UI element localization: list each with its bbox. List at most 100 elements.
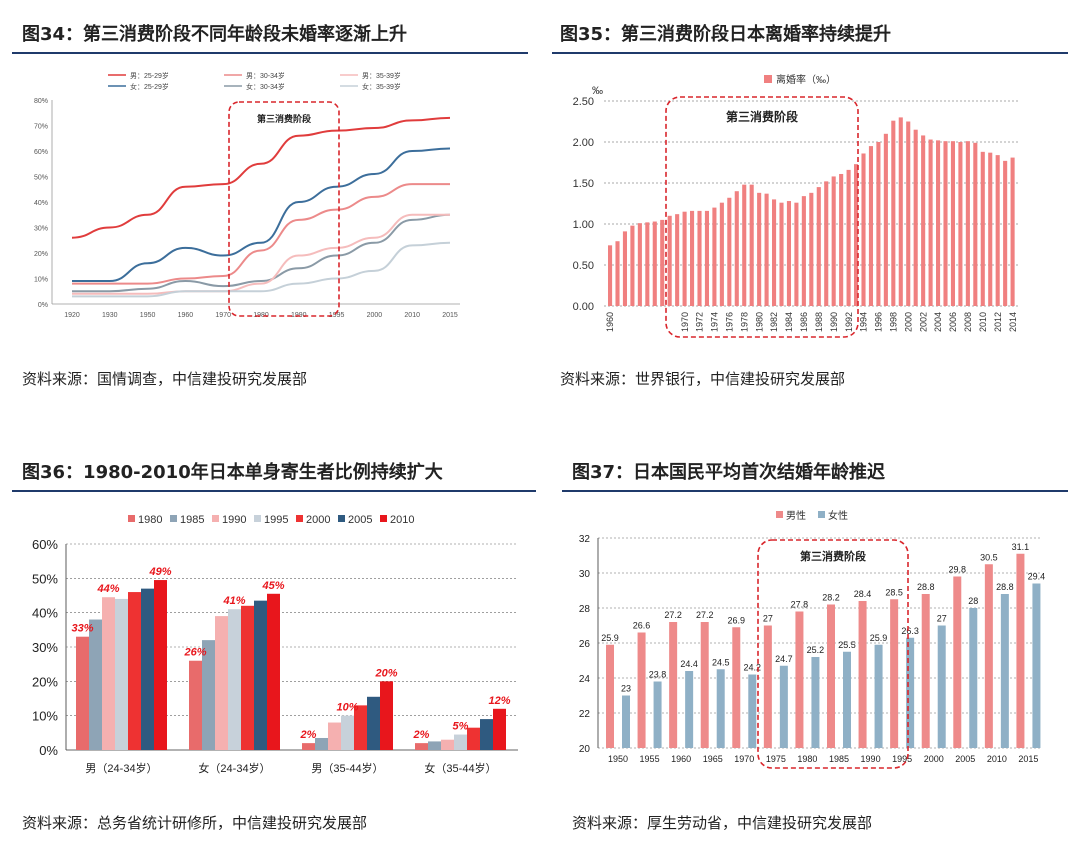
- bar: [824, 181, 829, 306]
- data-label-male: 28.4: [854, 589, 872, 599]
- legend-label: 2000: [306, 514, 330, 526]
- series-line: [72, 213, 450, 295]
- bar: [202, 640, 215, 750]
- x-tick-label: 1978: [739, 312, 749, 332]
- x-tick-label: 1995: [329, 312, 345, 319]
- source-note: 资料来源：总务省统计研修所，中信建投研究发展部: [22, 814, 368, 832]
- bar: [454, 734, 467, 750]
- bar-female: [969, 608, 978, 748]
- data-label: 2%: [413, 729, 430, 741]
- x-tick-label: 1965: [703, 754, 723, 764]
- phase-box: [757, 539, 909, 769]
- y-tick-label: 0%: [38, 302, 48, 309]
- bar-male: [763, 625, 772, 748]
- data-label-male: 27.2: [696, 610, 714, 620]
- data-label: 45%: [261, 580, 284, 592]
- y-tick-label: 20%: [32, 674, 58, 689]
- bar: [675, 214, 680, 306]
- bar: [757, 192, 762, 306]
- data-label: 10%: [336, 702, 358, 714]
- x-tick-label: 2004: [933, 312, 943, 332]
- x-tick-label: 1990: [829, 312, 839, 332]
- x-tick-label: 1972: [695, 312, 705, 332]
- legend-swatch: [380, 515, 387, 522]
- series-line: [72, 183, 450, 285]
- y-tick-label: 20%: [34, 251, 48, 258]
- x-tick-label: 1980: [253, 312, 269, 319]
- y-tick-label: 80%: [34, 98, 48, 105]
- data-label-male: 28.5: [885, 587, 903, 597]
- legend-swatch: [764, 75, 772, 83]
- series-line: [71, 213, 451, 293]
- data-label-female: 24.4: [680, 659, 698, 669]
- y-tick-label: 1.50: [573, 178, 594, 190]
- bar: [712, 207, 717, 306]
- bar: [816, 187, 821, 306]
- x-tick-label: 2000: [367, 312, 383, 319]
- bar-male: [858, 601, 867, 748]
- legend-label: 2010: [390, 514, 414, 526]
- bar: [898, 117, 903, 307]
- bar: [697, 210, 702, 306]
- y-tick-label: 32: [579, 534, 591, 545]
- bar: [315, 737, 328, 750]
- x-tick-label: 2010: [978, 312, 988, 332]
- bar: [779, 202, 784, 306]
- bar: [742, 184, 747, 306]
- data-label-female: 28.8: [996, 582, 1014, 592]
- x-tick-label: 男（35-44岁）: [311, 761, 383, 775]
- data-label-male: 29.8: [949, 565, 967, 575]
- bar: [891, 120, 896, 307]
- bar-female: [653, 681, 662, 748]
- bar: [367, 696, 380, 750]
- data-label-male: 27: [763, 614, 773, 624]
- bar: [965, 141, 970, 306]
- x-tick-label: 1986: [799, 312, 809, 332]
- phase-box-label: 第三消费阶段: [726, 109, 799, 124]
- x-tick-label: 2006: [948, 312, 958, 332]
- bar-female: [906, 637, 915, 748]
- legend-label: 1980: [138, 514, 162, 526]
- bar: [839, 173, 844, 306]
- bar-female: [843, 651, 851, 748]
- bar-male: [637, 632, 646, 748]
- x-tick-label: 1985: [829, 754, 849, 764]
- x-tick-label: 1960: [178, 312, 194, 319]
- bar: [215, 616, 228, 750]
- source-note: 资料来源：世界银行，中信建投研究发展部: [560, 370, 846, 388]
- bar: [615, 241, 620, 306]
- bar: [115, 598, 128, 750]
- phase-box: [665, 96, 859, 338]
- x-tick-label: 1975: [766, 754, 786, 764]
- bar: [328, 722, 341, 750]
- chart-title: 图34：第三消费阶段不同年龄段未婚率逐渐上升: [22, 24, 408, 45]
- bar: [428, 741, 441, 750]
- y-tick-label: 0.50: [573, 260, 594, 272]
- bar: [415, 743, 428, 750]
- bar-female: [685, 671, 694, 748]
- bar: [734, 191, 739, 306]
- bar: [76, 636, 89, 750]
- legend-swatch: [338, 515, 345, 522]
- y-tick-label: 40%: [32, 606, 58, 621]
- x-tick-label: 1955: [640, 754, 660, 764]
- x-tick-label: 2015: [442, 312, 458, 319]
- bar-male: [795, 611, 804, 748]
- bar: [141, 588, 154, 750]
- bar-male: [669, 622, 678, 748]
- legend-label: 女性: [828, 509, 848, 522]
- bar: [854, 164, 859, 306]
- x-tick-label: 1950: [140, 312, 156, 319]
- y-tick-label: 40%: [34, 200, 48, 207]
- x-tick-label: 2005: [955, 754, 975, 764]
- bar: [630, 225, 635, 306]
- data-label-male: 28.8: [917, 582, 935, 592]
- y-tick-label: 30%: [32, 640, 58, 655]
- x-tick-label: 2002: [918, 312, 928, 332]
- bar: [846, 169, 851, 306]
- bar: [786, 201, 792, 306]
- title-rule: [562, 490, 1068, 492]
- bar: [831, 176, 836, 306]
- bar-male: [890, 599, 899, 748]
- x-tick-label: 1930: [102, 312, 118, 319]
